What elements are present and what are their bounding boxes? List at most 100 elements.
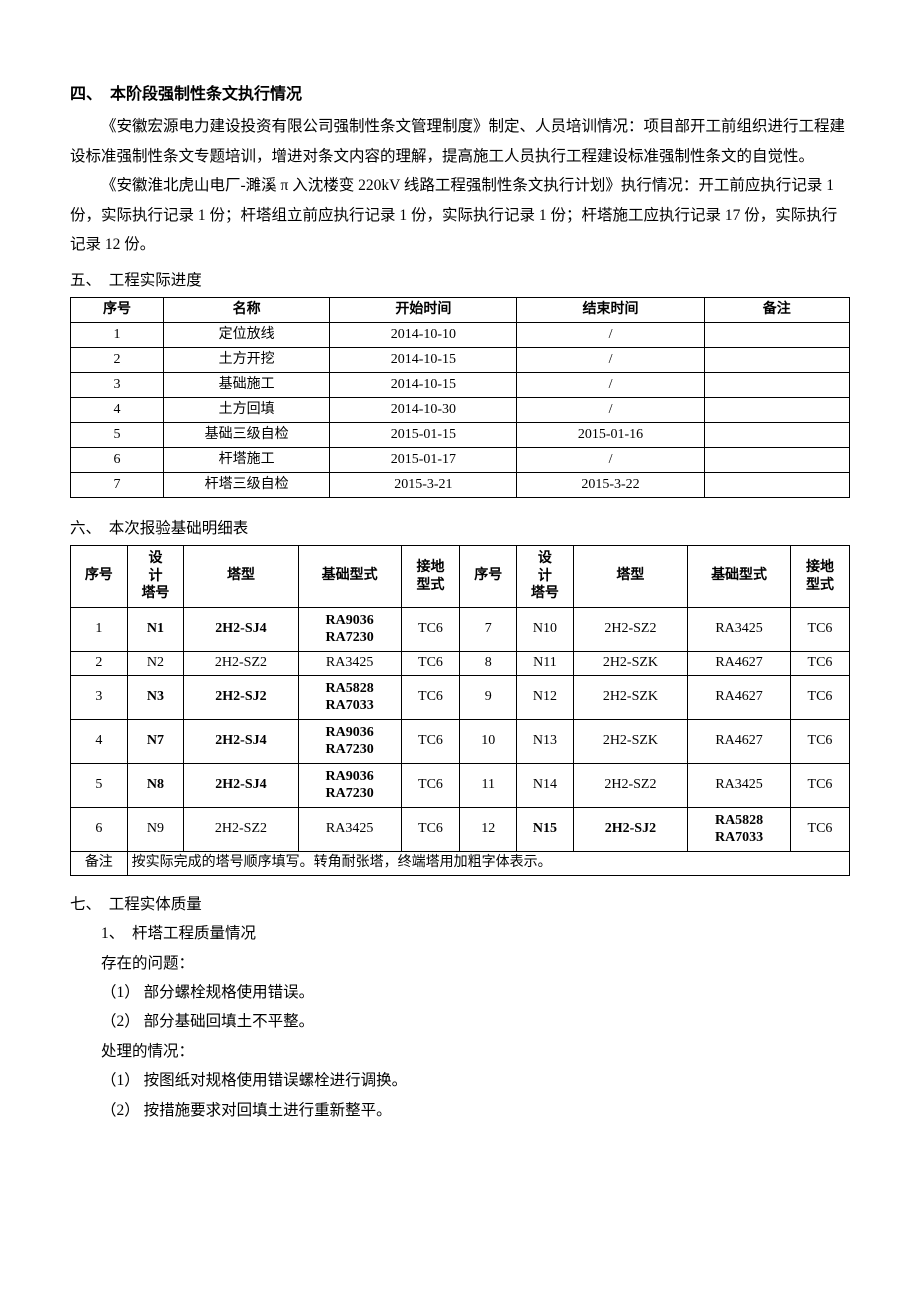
section7-heading: 七、 工程实体质量 [70,890,850,919]
table-cell: 2015-01-15 [330,423,517,448]
table-cell: 1 [71,607,128,651]
table-cell: N1 [127,607,184,651]
problem-1: （1） 部分螺栓规格使用错误。 [70,978,850,1007]
table-cell: 2015-01-16 [517,423,704,448]
table-row: 1定位放线2014-10-10/ [71,323,850,348]
txt: 接地 [806,560,834,575]
table-cell: RA9036RA7230 [298,763,401,807]
table-cell: N12 [517,675,574,719]
table-cell: TC6 [401,807,460,851]
table-cell: 2H2-SJ2 [184,675,298,719]
progress-table: 序号名称开始时间结束时间备注 1定位放线2014-10-10/2土方开挖2014… [70,297,850,498]
table-cell: 2H2-SZK [573,651,687,675]
table-row: 5基础三级自检2015-01-152015-01-16 [71,423,850,448]
progress-col: 备注 [704,298,849,323]
table-cell: N14 [517,763,574,807]
table-cell: 2H2-SJ4 [184,607,298,651]
table-cell: RA3425 [298,651,401,675]
col-type-l: 塔型 [184,546,298,608]
table-cell: 2014-10-15 [330,373,517,398]
table-cell: 基础施工 [164,373,330,398]
table-row: 2N22H2-SZ2RA3425TC68N112H2-SZKRA4627TC6 [71,651,850,675]
table-cell: RA4627 [688,675,791,719]
table-cell: TC6 [791,651,850,675]
col-seq-l: 序号 [71,546,128,608]
table-cell: 2015-01-17 [330,448,517,473]
table-cell: 3 [71,373,164,398]
txt: 计 [148,569,162,584]
table-row: 1N12H2-SJ4RA9036RA7230TC67N102H2-SZ2RA34… [71,607,850,651]
section5-heading: 五、 工程实际进度 [70,266,850,295]
table-cell: / [517,373,704,398]
table-cell: TC6 [401,763,460,807]
table-cell: RA3425 [688,763,791,807]
table-cell: TC6 [791,607,850,651]
table-cell: N10 [517,607,574,651]
table-cell [704,373,849,398]
table-cell: 2015-3-21 [330,473,517,498]
txt: 接地 [417,560,445,575]
table-cell: 1 [71,323,164,348]
table-cell: 10 [460,719,517,763]
table-cell: / [517,323,704,348]
table-cell: RA4627 [688,719,791,763]
progress-col: 结束时间 [517,298,704,323]
progress-col: 序号 [71,298,164,323]
table-cell: N2 [127,651,184,675]
table-cell: N11 [517,651,574,675]
section4-heading: 四、 本阶段强制性条文执行情况 [70,80,850,110]
table-cell: / [517,348,704,373]
txt: 型式 [417,578,445,593]
col-base-l: 基础型式 [298,546,401,608]
table-cell: 2H2-SJ2 [573,807,687,851]
section6-heading: 六、 本次报验基础明细表 [70,514,850,543]
handle-1: （1） 按图纸对规格使用错误螺栓进行调换。 [70,1066,850,1095]
table-cell: 2014-10-30 [330,398,517,423]
table-cell: 基础三级自检 [164,423,330,448]
table-cell: 11 [460,763,517,807]
col-design-r: 设 计 塔号 [517,546,574,608]
table-cell: 2 [71,348,164,373]
table-cell: 2H2-SZK [573,719,687,763]
table-cell: TC6 [401,675,460,719]
table-cell: 6 [71,807,128,851]
table-cell [704,323,849,348]
table-cell [704,448,849,473]
table-cell: TC6 [401,719,460,763]
table-row: 5N82H2-SJ4RA9036RA7230TC611N142H2-SZ2RA3… [71,763,850,807]
txt: 计 [538,569,552,584]
table-cell: 2015-3-22 [517,473,704,498]
table-cell: TC6 [791,807,850,851]
table-cell: 9 [460,675,517,719]
table-cell: 4 [71,719,128,763]
table-row: 6杆塔施工2015-01-17/ [71,448,850,473]
table-cell: 7 [460,607,517,651]
progress-col: 名称 [164,298,330,323]
table-cell: 6 [71,448,164,473]
table-cell: RA5828RA7033 [298,675,401,719]
table-row: 6N92H2-SZ2RA3425TC612N152H2-SJ2RA5828RA7… [71,807,850,851]
table-cell: / [517,398,704,423]
table-cell: RA9036RA7230 [298,607,401,651]
table-cell [704,423,849,448]
table-cell: N9 [127,807,184,851]
table-cell: 土方回填 [164,398,330,423]
table-cell: RA3425 [688,607,791,651]
table-cell: RA4627 [688,651,791,675]
handle-2: （2） 按措施要求对回填土进行重新整平。 [70,1096,850,1125]
note-label: 备注 [71,851,128,875]
table-row: 3N32H2-SJ2RA5828RA7033TC69N122H2-SZKRA46… [71,675,850,719]
table-cell: RA3425 [298,807,401,851]
table-cell: 12 [460,807,517,851]
table-cell: TC6 [791,675,850,719]
table-cell: TC6 [791,763,850,807]
progress-col: 开始时间 [330,298,517,323]
table-cell: 定位放线 [164,323,330,348]
table-cell: 杆塔施工 [164,448,330,473]
table-row: 2土方开挖2014-10-15/ [71,348,850,373]
table-cell [704,473,849,498]
table-cell: 2H2-SZ2 [184,651,298,675]
table-cell: RA5828RA7033 [688,807,791,851]
table-cell: N15 [517,807,574,851]
note-text: 按实际完成的塔号顺序填写。转角耐张塔，终端塔用加粗字体表示。 [127,851,849,875]
